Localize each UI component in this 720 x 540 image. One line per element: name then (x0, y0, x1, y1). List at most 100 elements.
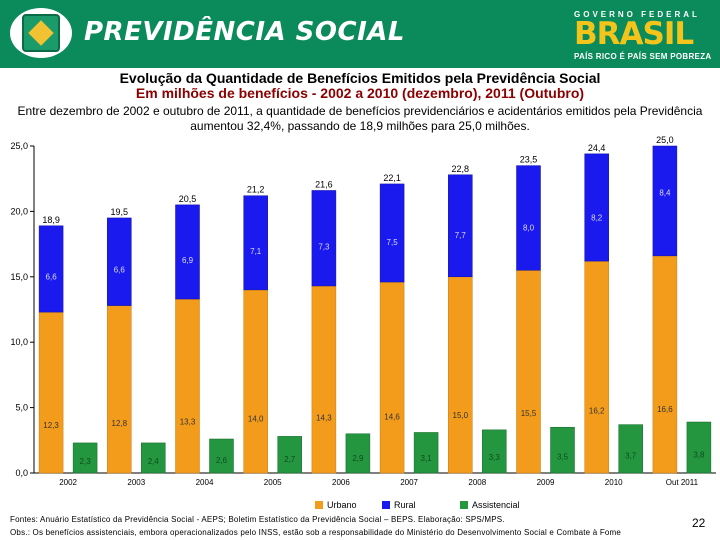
total-label: 21,6 (315, 179, 333, 189)
data-label-urbano: 16,6 (657, 405, 673, 414)
bar-rural (448, 174, 473, 278)
page-subtitle: Em milhões de benefícios - 2002 a 2010 (… (135, 85, 585, 101)
bar-rural (652, 145, 678, 257)
bar-assistencial (413, 432, 439, 474)
data-label-assistencial: 3,7 (625, 451, 637, 460)
total-label: 18,9 (42, 215, 60, 225)
data-label-assistencial: 3,1 (421, 454, 433, 463)
bar-rural (584, 153, 609, 262)
data-label-urbano: 15,0 (453, 411, 469, 420)
data-label-urbano: 16,2 (589, 407, 605, 416)
x-tick-label: 2002 (59, 478, 77, 487)
data-label-assistencial: 2,7 (284, 455, 296, 464)
legend-label-assistencial: Assistencial (472, 500, 520, 510)
legend-swatch-assistencial (460, 501, 468, 509)
total-label: 20,5 (179, 194, 197, 204)
bar-urbano (448, 276, 473, 474)
x-tick-label: 2006 (332, 478, 350, 487)
bar-urbano (243, 289, 268, 474)
data-label-rural: 7,7 (455, 231, 467, 240)
data-label-urbano: 14,3 (316, 414, 332, 423)
data-label-assistencial: 2,9 (352, 454, 364, 463)
legend-label-urbano: Urbano (327, 500, 357, 510)
header-banner: PREVIDÊNCIA SOCIAL GOVERNO FEDERAL BRASI… (0, 0, 720, 68)
bar-rural (379, 183, 405, 283)
data-label-rural: 8,4 (659, 188, 671, 197)
total-label: 22,8 (452, 164, 470, 174)
bar-assistencial (686, 421, 712, 474)
data-label-assistencial: 3,3 (489, 453, 501, 462)
bar-assistencial (141, 442, 166, 474)
bar-urbano (516, 270, 541, 474)
bar-urbano (107, 305, 132, 474)
total-label: 24,4 (588, 143, 606, 153)
legend-label-rural: Rural (394, 500, 416, 510)
page-number: 22 (692, 516, 706, 530)
bar-rural (516, 165, 541, 271)
page-title: Evolução da Quantidade de Benefícios Emi… (119, 70, 601, 86)
data-label-rural: 7,1 (250, 247, 262, 256)
x-tick-label: 2004 (196, 478, 214, 487)
bar-rural (107, 217, 132, 306)
data-label-urbano: 13,3 (180, 417, 196, 426)
bar-urbano (652, 255, 678, 474)
data-label-rural: 6,9 (182, 256, 194, 265)
bar-assistencial (72, 442, 98, 474)
bar-assistencial (550, 426, 575, 474)
bar-assistencial (209, 438, 234, 474)
legend-swatch-urbano (315, 501, 323, 509)
data-label-rural: 6,6 (46, 272, 58, 281)
bar-urbano (379, 281, 405, 474)
data-label-rural: 8,0 (523, 223, 535, 232)
obs-note: Obs.: Os benefícios assistenciais, embor… (10, 528, 622, 537)
bar-urbano (311, 285, 337, 474)
bar-assistencial (277, 436, 302, 474)
data-label-rural: 8,2 (591, 213, 603, 222)
bar-assistencial (618, 424, 643, 474)
benefits-stacked-bar-chart: 0,0 5,0 10,0 15,0 20,0 25,0 12,3 6,6 2,3 18,9 2002… (10, 136, 716, 510)
data-label-urbano: 15,5 (521, 409, 537, 418)
government-slogan: PAÍS RICO É PAÍS SEM POBREZA (574, 52, 712, 61)
government-label: GOVERNO FEDERAL (574, 10, 700, 19)
data-label-urbano: 12,8 (112, 419, 128, 428)
y-tick-label: 20,0 (10, 206, 28, 216)
data-label-assistencial: 3,8 (693, 451, 705, 460)
brand-title: PREVIDÊNCIA SOCIAL (84, 17, 405, 47)
y-tick-label: 5,0 (15, 403, 28, 413)
bar-assistencial (345, 433, 371, 474)
x-tick-label: 2010 (605, 478, 623, 487)
bar-assistencial (482, 429, 507, 474)
total-label: 21,2 (247, 185, 265, 195)
bar-urbano (175, 298, 200, 474)
x-tick-label: 2005 (264, 478, 282, 487)
x-tick-label: 2009 (537, 478, 555, 487)
brasil-logo: BRASIL (574, 16, 694, 52)
bar-rural (243, 195, 268, 291)
y-tick-label: 10,0 (10, 337, 28, 347)
data-label-assistencial: 2,6 (216, 456, 228, 465)
data-label-urbano: 12,3 (43, 421, 59, 430)
total-label: 19,5 (111, 207, 129, 217)
bar-urbano (584, 260, 609, 474)
data-label-urbano: 14,6 (384, 413, 400, 422)
y-tick-label: 25,0 (10, 141, 28, 151)
total-label: 23,5 (520, 155, 538, 165)
x-tick-label: Out 2011 (666, 478, 699, 487)
bar-rural (311, 190, 337, 287)
bar-rural (175, 204, 200, 300)
total-label: 22,1 (383, 173, 401, 183)
x-tick-label: 2007 (400, 478, 418, 487)
data-label-assistencial: 3,5 (557, 452, 569, 461)
data-label-urbano: 14,0 (248, 415, 264, 424)
data-label-rural: 6,6 (114, 265, 126, 274)
bar-rural (38, 225, 64, 313)
chart-description: Entre dezembro de 2002 e outubro de 2011… (17, 104, 703, 133)
data-label-rural: 7,5 (387, 238, 399, 247)
y-tick-label: 0,0 (15, 468, 28, 478)
x-tick-label: 2008 (468, 478, 486, 487)
sources-note: Fontes: Anuário Estatístico da Previdênc… (10, 515, 505, 524)
previdencia-emblem-icon (22, 14, 60, 52)
data-label-assistencial: 2,3 (80, 457, 92, 466)
bar-urbano (38, 311, 64, 474)
data-label-assistencial: 2,4 (148, 457, 160, 466)
